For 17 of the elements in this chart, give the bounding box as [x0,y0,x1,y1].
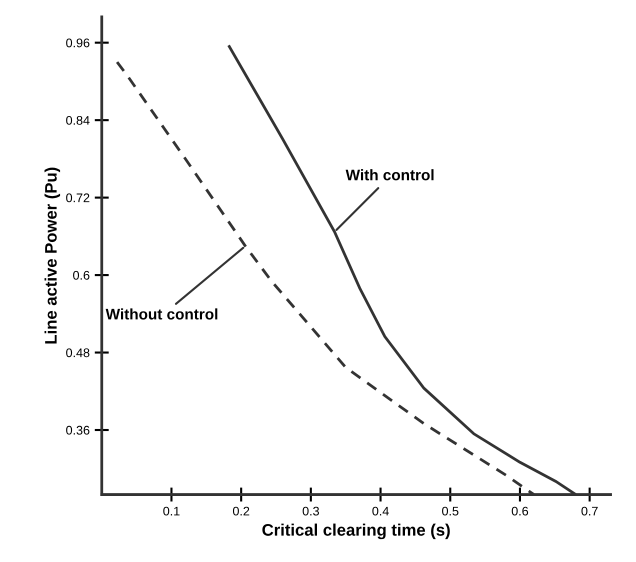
x-axis-title: Critical clearing time (s) [262,524,450,540]
x-tick-label: 0.2 [232,506,250,516]
y-tick-label: 0.72 [66,193,90,202]
annotation: Without control [106,308,218,320]
x-tick-label: 0.7 [581,506,598,516]
y-tick-label: 0.84 [66,116,90,125]
y-tick-label: 0.36 [66,426,90,435]
y-tick-label: 0.96 [66,38,90,48]
x-tick-label: 0.5 [442,506,458,516]
y-axis-title: Line active Power (Pu) [44,168,60,344]
x-tick-label: 0.1 [163,506,180,516]
annotation: With control [346,169,434,180]
x-tick-label: 0.6 [512,506,528,516]
x-tick-label: 0.4 [372,506,389,516]
y-tick-label: 0.6 [73,270,90,280]
y-tick-label: 0.48 [66,348,90,358]
x-tick-label: 0.3 [302,506,319,516]
